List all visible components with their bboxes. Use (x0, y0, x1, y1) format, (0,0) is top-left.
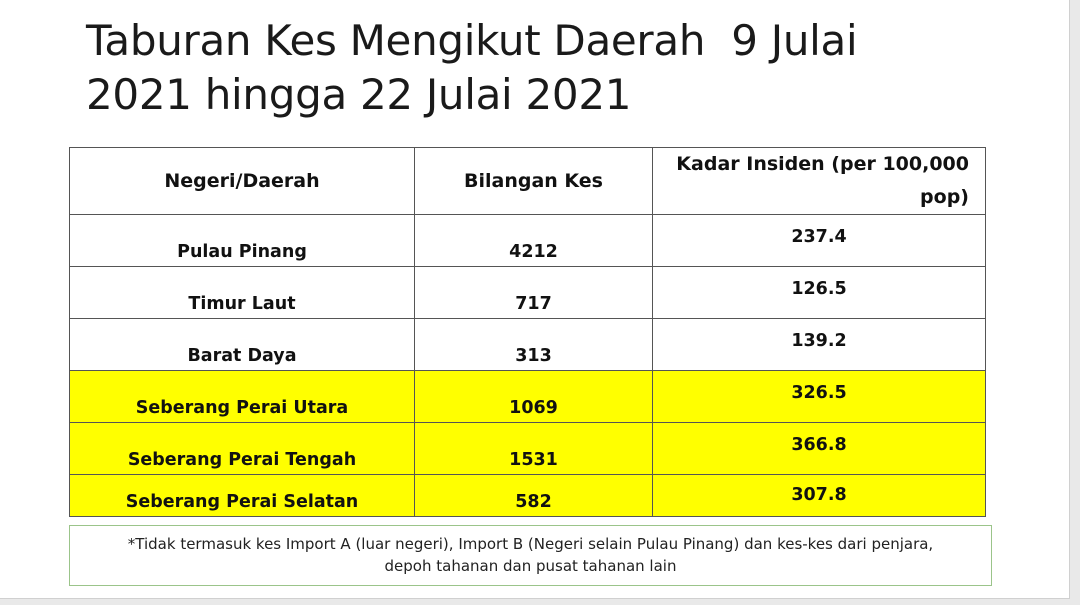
table-row: Barat Daya 313 139.2 (69, 318, 986, 371)
cell-cases: 4212 (414, 214, 653, 267)
cell-incidence: 237.4 (652, 214, 986, 267)
cell-region: Seberang Perai Selatan (69, 474, 415, 517)
table-row-highlighted: Seberang Perai Utara 1069 326.5 (69, 370, 986, 423)
cell-region: Timur Laut (69, 266, 415, 319)
table-header-row: Negeri/Daerah Bilangan Kes Kadar Insiden… (69, 147, 986, 215)
header-cases: Bilangan Kes (414, 147, 653, 215)
footnote-line-2: depoh tahanan dan pusat tahanan lain (384, 557, 677, 575)
table-row: Timur Laut 717 126.5 (69, 266, 986, 319)
title-line-1: Taburan Kes Mengikut Daerah 9 Julai (86, 16, 858, 65)
slide-title: Taburan Kes Mengikut Daerah 9 Julai 2021… (86, 14, 986, 122)
table-row: Pulau Pinang 4212 237.4 (69, 214, 986, 267)
cell-incidence: 326.5 (652, 370, 986, 423)
header-region: Negeri/Daerah (69, 147, 415, 215)
footnote-line-1: *Tidak termasuk kes Import A (luar neger… (127, 535, 934, 553)
cell-incidence: 366.8 (652, 422, 986, 475)
title-line-2: 2021 hingga 22 Julai 2021 (86, 70, 632, 119)
cell-cases: 717 (414, 266, 653, 319)
cell-region: Pulau Pinang (69, 214, 415, 267)
cell-cases: 313 (414, 318, 653, 371)
cell-cases: 582 (414, 474, 653, 517)
table-row-highlighted: Seberang Perai Selatan 582 307.8 (69, 474, 986, 517)
cell-cases: 1069 (414, 370, 653, 423)
cell-incidence: 307.8 (652, 474, 986, 517)
header-incidence: Kadar Insiden (per 100,000 pop) (652, 147, 986, 215)
case-distribution-table: Negeri/Daerah Bilangan Kes Kadar Insiden… (69, 147, 986, 517)
footnote-box: *Tidak termasuk kes Import A (luar neger… (69, 525, 992, 586)
cell-incidence: 139.2 (652, 318, 986, 371)
cell-region: Seberang Perai Tengah (69, 422, 415, 475)
table-row-highlighted: Seberang Perai Tengah 1531 366.8 (69, 422, 986, 475)
cell-region: Barat Daya (69, 318, 415, 371)
cell-cases: 1531 (414, 422, 653, 475)
cell-region: Seberang Perai Utara (69, 370, 415, 423)
cell-incidence: 126.5 (652, 266, 986, 319)
